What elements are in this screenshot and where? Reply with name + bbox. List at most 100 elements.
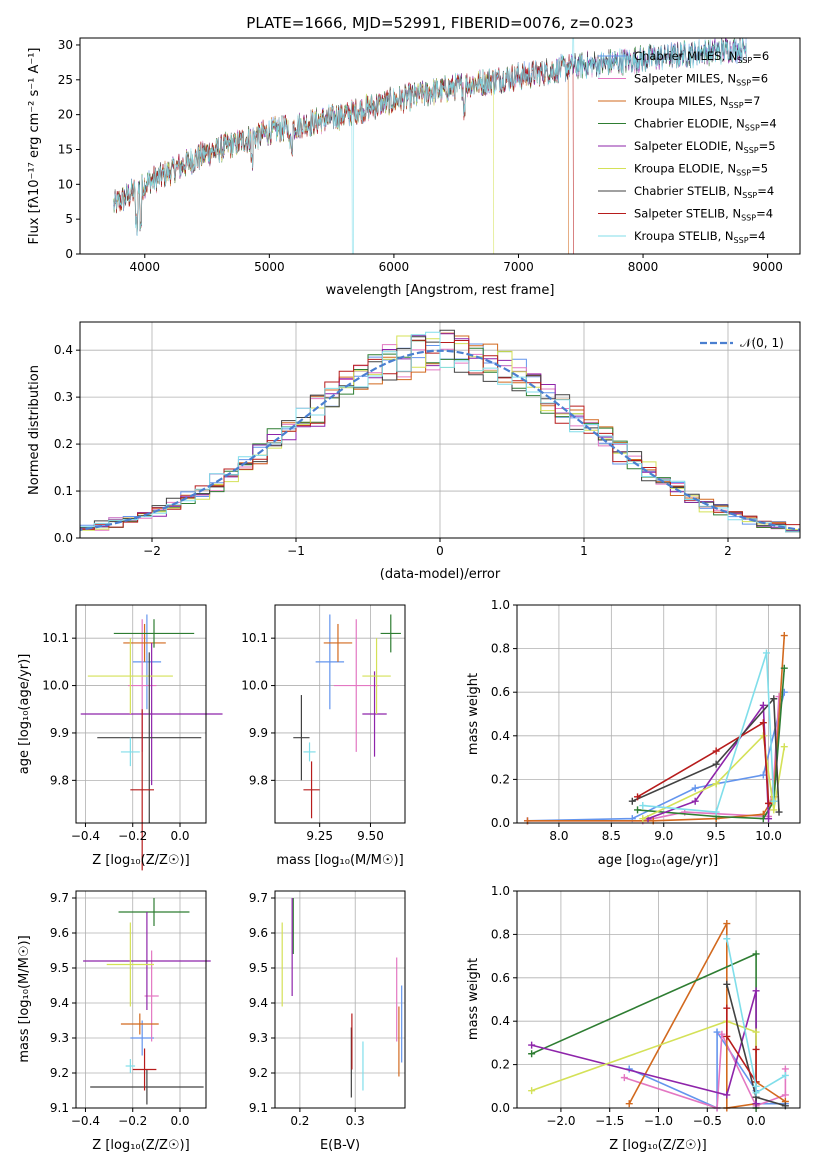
mass-vs-metallicity-y-ticks: 9.1 9.2 9.3 9.4 9.5 9.6 9.7 bbox=[50, 891, 69, 1115]
weight-metallicity-point-marker bbox=[713, 1028, 721, 1036]
age-vs-mass-plot-area bbox=[271, 605, 405, 827]
weight-vs-age-xtick: 9.5 bbox=[707, 829, 726, 843]
normal-reference-curve bbox=[80, 349, 800, 531]
weight-age-series bbox=[628, 695, 783, 816]
spectrum-legend-label: Salpeter ELODIE, NSSP=5 bbox=[634, 139, 776, 155]
weight-age-series-line bbox=[637, 668, 786, 820]
mass-metallicity-point bbox=[90, 1069, 204, 1105]
weight-metallicity-point-marker bbox=[781, 1071, 789, 1079]
spectrum-series-line bbox=[113, 38, 747, 235]
spectrum-xtick: 7000 bbox=[503, 260, 534, 274]
weight-vs-age-axes-frame bbox=[516, 604, 801, 824]
weight-age-series-line bbox=[631, 696, 780, 813]
mass-vs-metallicity-ytick: 9.2 bbox=[50, 1066, 69, 1080]
weight-vs-metallicity-ytick: 0.2 bbox=[491, 1058, 510, 1072]
mass-vs-metallicity-ytick: 9.3 bbox=[50, 1031, 69, 1045]
weight-age-series-line bbox=[642, 652, 775, 813]
weight-age-point-marker bbox=[691, 797, 699, 805]
weight-metallicity-point-marker bbox=[723, 1032, 731, 1040]
weight-vs-metallicity-x-ticks: −2.0 −1.5 −1.0 −0.5 0.0 bbox=[546, 1114, 765, 1128]
weight-age-point-marker bbox=[691, 784, 699, 792]
histogram-legend: 𝒩(0, 1) bbox=[700, 336, 784, 350]
weight-vs-metallicity-panel: −2.0 −1.5 −1.0 −0.5 0.0 0.0 0.2 0.4 0.6 … bbox=[466, 884, 801, 1153]
weight-metallicity-series bbox=[528, 987, 760, 1108]
weight-vs-metallicity-y-ticks: 0.0 0.2 0.4 0.6 0.8 1.0 bbox=[491, 884, 510, 1115]
mass-vs-extinction-axes-frame bbox=[274, 890, 406, 1109]
mass-metallicity-point bbox=[125, 1059, 136, 1073]
age-vs-metallicity-ytick: 10.1 bbox=[42, 631, 69, 645]
weight-age-point-marker bbox=[639, 815, 647, 823]
age-mass-point bbox=[293, 695, 310, 781]
histogram-y-ticks: 0.0 0.1 0.2 0.3 0.4 bbox=[54, 343, 73, 545]
age-vs-metallicity-axes-frame bbox=[75, 604, 207, 824]
mass-vs-metallicity-panel: −0.4 −0.2 0.0 9.1 9.2 9.3 9.4 9.5 9.6 9.… bbox=[17, 890, 211, 1153]
spectrum-legend-label: Salpeter STELIB, NSSP=4 bbox=[634, 207, 773, 223]
grid-lines bbox=[517, 890, 800, 1109]
weight-vs-age-ytick: 0.0 bbox=[491, 816, 510, 830]
weight-vs-metallicity-ytick: 1.0 bbox=[491, 884, 510, 898]
weight-metallicity-point-marker bbox=[625, 1100, 633, 1108]
age-metallicity-point bbox=[97, 652, 202, 823]
age-mass-point bbox=[303, 742, 316, 762]
histogram-ytick: 0.3 bbox=[54, 390, 73, 404]
weight-age-point-marker bbox=[712, 747, 720, 755]
weight-metallicity-series bbox=[723, 935, 789, 1097]
age-vs-mass-x-label: mass [log₁₀(M/M☉)] bbox=[276, 853, 403, 868]
mass-metallicity-point bbox=[120, 1013, 159, 1035]
histogram-ytick: 0.2 bbox=[54, 437, 73, 451]
mass-vs-extinction-ytick: 9.5 bbox=[249, 961, 268, 975]
mass-vs-extinction-plot-area bbox=[271, 891, 405, 1112]
age-metallicity-point bbox=[130, 709, 154, 871]
weight-age-point-marker bbox=[712, 760, 720, 768]
weight-vs-metallicity-xtick: −2.0 bbox=[546, 1114, 575, 1128]
age-vs-metallicity-y-label: age [log₁₀(age/yr)] bbox=[17, 654, 32, 775]
histogram-ytick: 0.4 bbox=[54, 343, 73, 357]
weight-age-point-marker bbox=[770, 806, 778, 814]
weight-metallicity-point-marker bbox=[723, 1004, 731, 1012]
mass-vs-extinction-ytick: 9.2 bbox=[249, 1066, 268, 1080]
histogram-xtick: 0 bbox=[436, 544, 444, 558]
histogram-x-label: (data-model)/error bbox=[380, 567, 501, 582]
mass-vs-extinction-ytick: 9.3 bbox=[249, 1031, 268, 1045]
spectrum-xtick: 6000 bbox=[379, 260, 410, 274]
weight-age-point-marker bbox=[780, 743, 788, 751]
age-mass-point bbox=[323, 623, 353, 662]
age-vs-metallicity-x-label: Z [log₁₀(Z/Z☉)] bbox=[92, 853, 189, 868]
spectrum-legend-label: Kroupa STELIB, NSSP=4 bbox=[634, 229, 765, 245]
weight-metallicity-point-marker bbox=[752, 1045, 760, 1053]
mass-vs-metallicity-xtick: 0.0 bbox=[170, 1114, 189, 1128]
weight-vs-metallicity-ytick: 0.0 bbox=[491, 1101, 510, 1115]
weight-age-point-marker bbox=[762, 649, 770, 657]
weight-metallicity-point-marker bbox=[723, 935, 731, 943]
mass-vs-metallicity-xtick: −0.2 bbox=[118, 1114, 147, 1128]
weight-vs-age-x-ticks: 8.0 8.5 9.0 9.5 10.0 bbox=[549, 829, 782, 843]
weight-age-point-marker bbox=[770, 695, 778, 703]
age-vs-metallicity-ytick: 10.0 bbox=[42, 679, 69, 693]
age-vs-metallicity-xtick: 0.0 bbox=[170, 829, 189, 843]
age-metallicity-point bbox=[80, 642, 223, 786]
weight-age-point-marker bbox=[780, 632, 788, 640]
mass-metallicity-point bbox=[130, 1020, 154, 1056]
age-vs-metallicity-ytick: 9.9 bbox=[50, 726, 69, 740]
mass-metallicity-point bbox=[118, 898, 190, 926]
weight-age-series-line bbox=[527, 635, 786, 822]
weight-age-point-marker bbox=[712, 780, 720, 788]
mass-vs-metallicity-ytick: 9.7 bbox=[50, 891, 69, 905]
weight-metallicity-point-marker bbox=[752, 1100, 760, 1108]
weight-vs-age-xtick: 10.0 bbox=[755, 829, 782, 843]
histogram-panel: −2 −1 0 1 2 0.0 0.1 0.2 0.3 0.4 (data-mo… bbox=[27, 321, 801, 582]
weight-age-series-line bbox=[527, 692, 786, 822]
mass-vs-extinction-ytick: 9.6 bbox=[249, 926, 268, 940]
age-vs-mass-ytick: 9.8 bbox=[249, 773, 268, 787]
mass-vs-metallicity-ytick: 9.6 bbox=[50, 926, 69, 940]
weight-vs-metallicity-xtick: −1.5 bbox=[595, 1114, 624, 1128]
weight-vs-metallicity-ytick: 0.8 bbox=[491, 927, 510, 941]
weight-metallicity-series-line bbox=[628, 923, 786, 1109]
weight-vs-metallicity-plot-area bbox=[513, 890, 800, 1112]
weight-vs-age-ytick: 0.2 bbox=[491, 772, 510, 786]
weight-metallicity-point-marker bbox=[752, 987, 760, 995]
weight-age-point-marker bbox=[639, 802, 647, 810]
age-mass-point bbox=[362, 638, 391, 714]
weight-age-point-marker bbox=[765, 815, 773, 823]
weight-metallicity-point-marker bbox=[528, 1050, 536, 1058]
